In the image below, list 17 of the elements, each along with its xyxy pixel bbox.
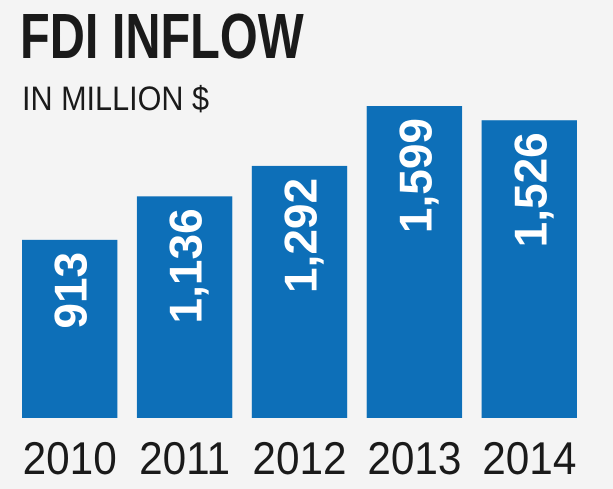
x-tick-label: 2013 xyxy=(367,433,462,484)
x-tick-label: 2010 xyxy=(22,433,117,484)
chart-subtitle: IN MILLION $ xyxy=(22,80,209,118)
bar xyxy=(366,106,462,418)
bar xyxy=(252,166,348,418)
x-tick-label: 2011 xyxy=(139,433,230,484)
bar xyxy=(22,240,118,418)
chart-title: FDI INFLOW xyxy=(20,2,304,73)
data-label: 1,292 xyxy=(274,178,326,294)
data-label: 913 xyxy=(44,252,97,329)
bar xyxy=(482,120,577,418)
data-label: 1,599 xyxy=(389,118,442,234)
data-label: 1,526 xyxy=(504,132,556,248)
x-tick-label: 2012 xyxy=(252,433,347,484)
x-tick-label: 2014 xyxy=(482,433,576,484)
data-label: 1,136 xyxy=(160,208,212,324)
bar xyxy=(136,196,232,418)
